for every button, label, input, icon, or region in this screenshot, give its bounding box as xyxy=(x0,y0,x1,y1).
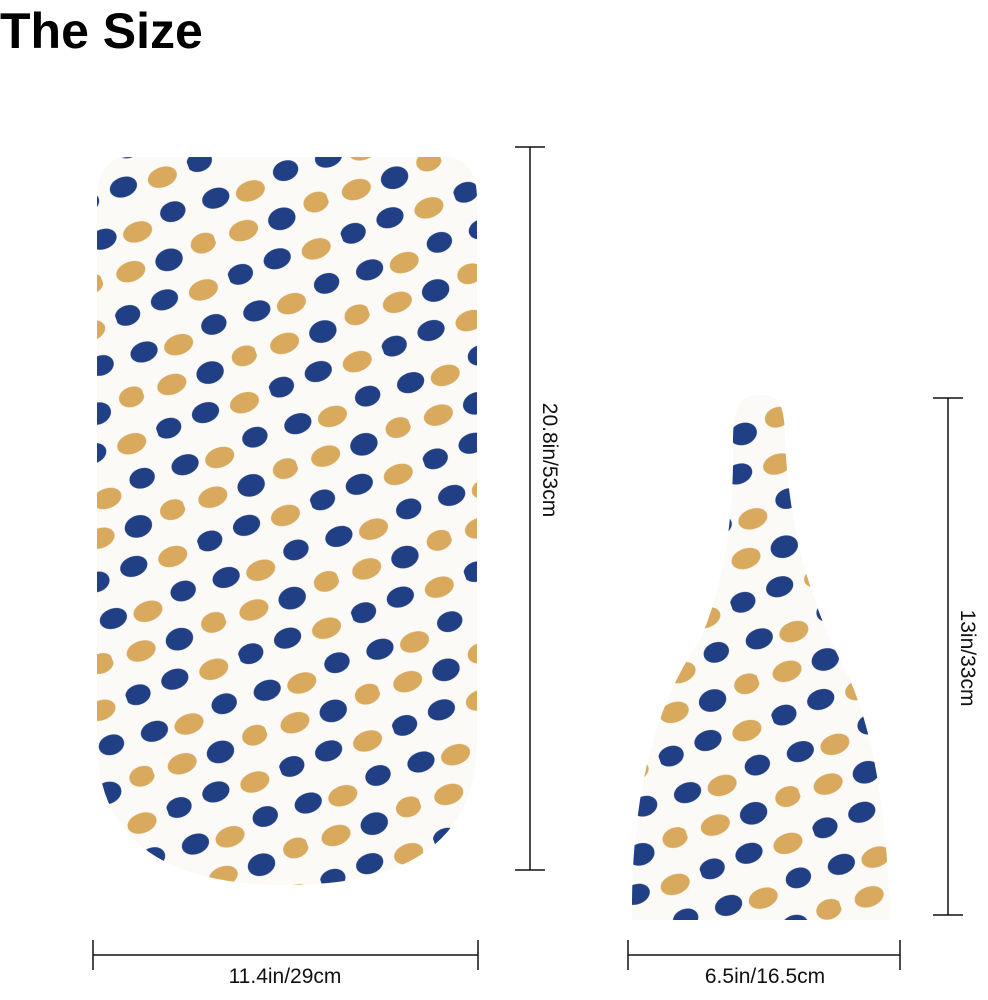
dimension-lines xyxy=(92,146,963,970)
swaddle-image xyxy=(97,157,477,885)
width-label: 11.4in/29cm xyxy=(229,965,342,988)
height-label: 20.8in/53cm xyxy=(538,403,561,517)
height-label: 13in/33cm xyxy=(956,610,979,707)
hat-image xyxy=(631,395,890,920)
title: The Size xyxy=(0,3,203,59)
width-label: 6.5in/16.5cm xyxy=(705,965,825,988)
